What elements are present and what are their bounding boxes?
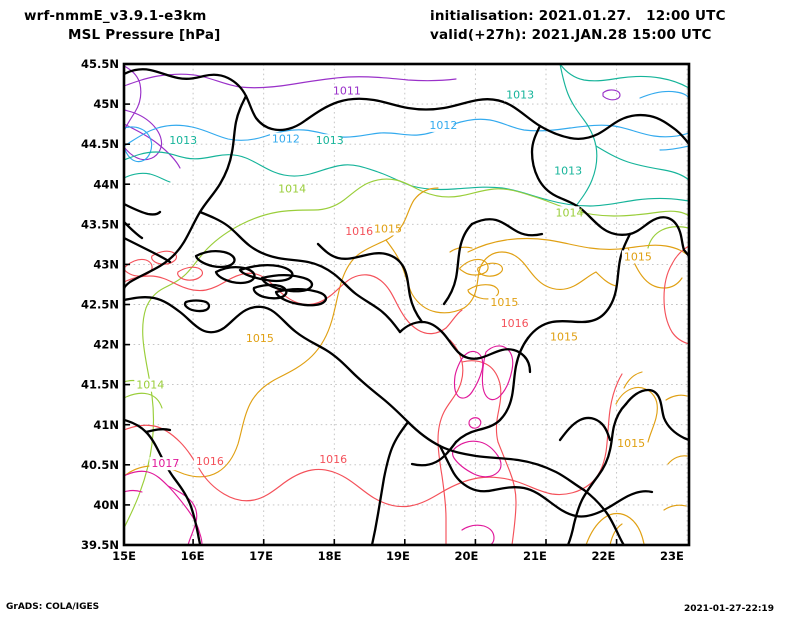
contour-label-halo xyxy=(552,164,579,178)
coastline-and-borders xyxy=(124,68,689,545)
contour-label: 1014 xyxy=(136,379,164,392)
x-tick-label: 21E xyxy=(523,549,547,563)
x-tick-label: 16E xyxy=(181,549,205,563)
contour-label-halo xyxy=(134,378,161,392)
contour-label: 1015 xyxy=(550,331,578,344)
contour-label-halo xyxy=(330,84,357,98)
x-tick-label: 18E xyxy=(318,549,342,563)
y-tick-label: 41N xyxy=(93,418,119,432)
y-tick-label: 40N xyxy=(93,498,119,512)
contour-label: 1013 xyxy=(316,134,344,147)
contour-label-halo xyxy=(167,134,194,148)
contour-label: 1013 xyxy=(506,89,534,102)
contour-label-halo xyxy=(615,437,642,451)
contour-label-halo xyxy=(498,316,525,330)
contour-label: 1013 xyxy=(169,134,197,147)
y-tick-label: 45N xyxy=(93,97,119,111)
model-title: wrf-nmmE_v3.9.1-e3km xyxy=(24,8,207,24)
x-axis-tick-labels: 15E 16E 17E 18E 19E 20E 21E 22E 23E xyxy=(112,549,684,563)
y-tick-label: 43.5N xyxy=(81,217,119,231)
contour-label: 1015 xyxy=(246,332,274,345)
x-tick-label: 17E xyxy=(249,549,273,563)
axis-ticks xyxy=(124,103,618,545)
y-tick-label: 43N xyxy=(93,257,119,271)
y-tick-label: 42N xyxy=(93,338,119,352)
field-title: MSL Pressure [hPa] xyxy=(68,27,221,43)
contour-label-halo xyxy=(621,250,648,264)
contour-label: 1015 xyxy=(490,296,518,309)
contour-label: 1015 xyxy=(374,222,402,235)
isobar-1017 xyxy=(124,345,514,545)
grid xyxy=(124,64,689,545)
contour-label: 1014 xyxy=(278,182,306,195)
x-tick-label: 20E xyxy=(454,549,478,563)
contour-label: 1015 xyxy=(624,250,652,263)
contour-label: 1013 xyxy=(554,165,582,178)
contour-label-halo xyxy=(269,132,296,146)
contour-label-halo xyxy=(548,330,574,344)
y-tick-label: 45.5N xyxy=(81,57,119,71)
y-axis-tick-labels: 39.5N 40N 40.5N 41N 41.5N 42N 42.5N 43N 43.5N 44N… xyxy=(81,57,119,552)
x-tick-label: 19E xyxy=(386,549,410,563)
x-tick-label: 23E xyxy=(660,549,684,563)
isobar-1014 xyxy=(124,178,689,529)
contour-label: 1016 xyxy=(319,453,347,466)
contour-label: 1014 xyxy=(556,206,584,219)
y-tick-label: 42.5N xyxy=(81,298,119,312)
contour-label-halo xyxy=(488,296,515,310)
contour-label-halo xyxy=(343,224,370,238)
render-timestamp: 2021-01-27-22:19 xyxy=(684,604,774,614)
contour-label-halo xyxy=(317,453,344,467)
contour-label: 1016 xyxy=(345,225,373,238)
contour-label-halo xyxy=(504,88,531,102)
y-tick-label: 41.5N xyxy=(81,378,119,392)
contour-label-halo xyxy=(372,222,398,236)
valid-time: valid(+27h): 2021.JAN.28 15:00 UTC xyxy=(430,27,712,43)
contour-label-halo xyxy=(193,454,220,468)
contour-label-halo xyxy=(553,206,580,220)
contour-label: 1012 xyxy=(272,133,300,146)
contour-label: 1016 xyxy=(501,317,529,330)
contour-label: 1012 xyxy=(429,119,457,132)
contour-label: 1011 xyxy=(333,85,361,98)
initialisation-time: initialisation: 2021.01.27. 12:00 UTC xyxy=(430,8,726,24)
contour-label-halo xyxy=(276,182,303,196)
contour-label: 1016 xyxy=(196,455,224,468)
x-tick-label: 22E xyxy=(591,549,615,563)
isobar-1016 xyxy=(124,245,689,545)
y-tick-label: 40.5N xyxy=(81,458,119,472)
contour-label-halo xyxy=(149,457,176,471)
y-tick-label: 39.5N xyxy=(81,538,119,552)
contour-label-halo xyxy=(427,118,454,132)
x-tick-label: 15E xyxy=(112,549,136,563)
grads-credit: GrADS: COLA/IGES xyxy=(6,602,100,612)
contour-value-labels: 1011 1012 1012 1013 1013 1013 1013 1014 1014 1014… xyxy=(134,84,652,471)
contour-label: 1015 xyxy=(617,437,645,450)
contour-label-halo xyxy=(243,332,270,346)
contour-label: 1017 xyxy=(151,457,179,470)
contour-label-halo xyxy=(313,134,340,148)
y-tick-label: 44N xyxy=(93,177,119,191)
y-tick-label: 44.5N xyxy=(81,137,119,151)
